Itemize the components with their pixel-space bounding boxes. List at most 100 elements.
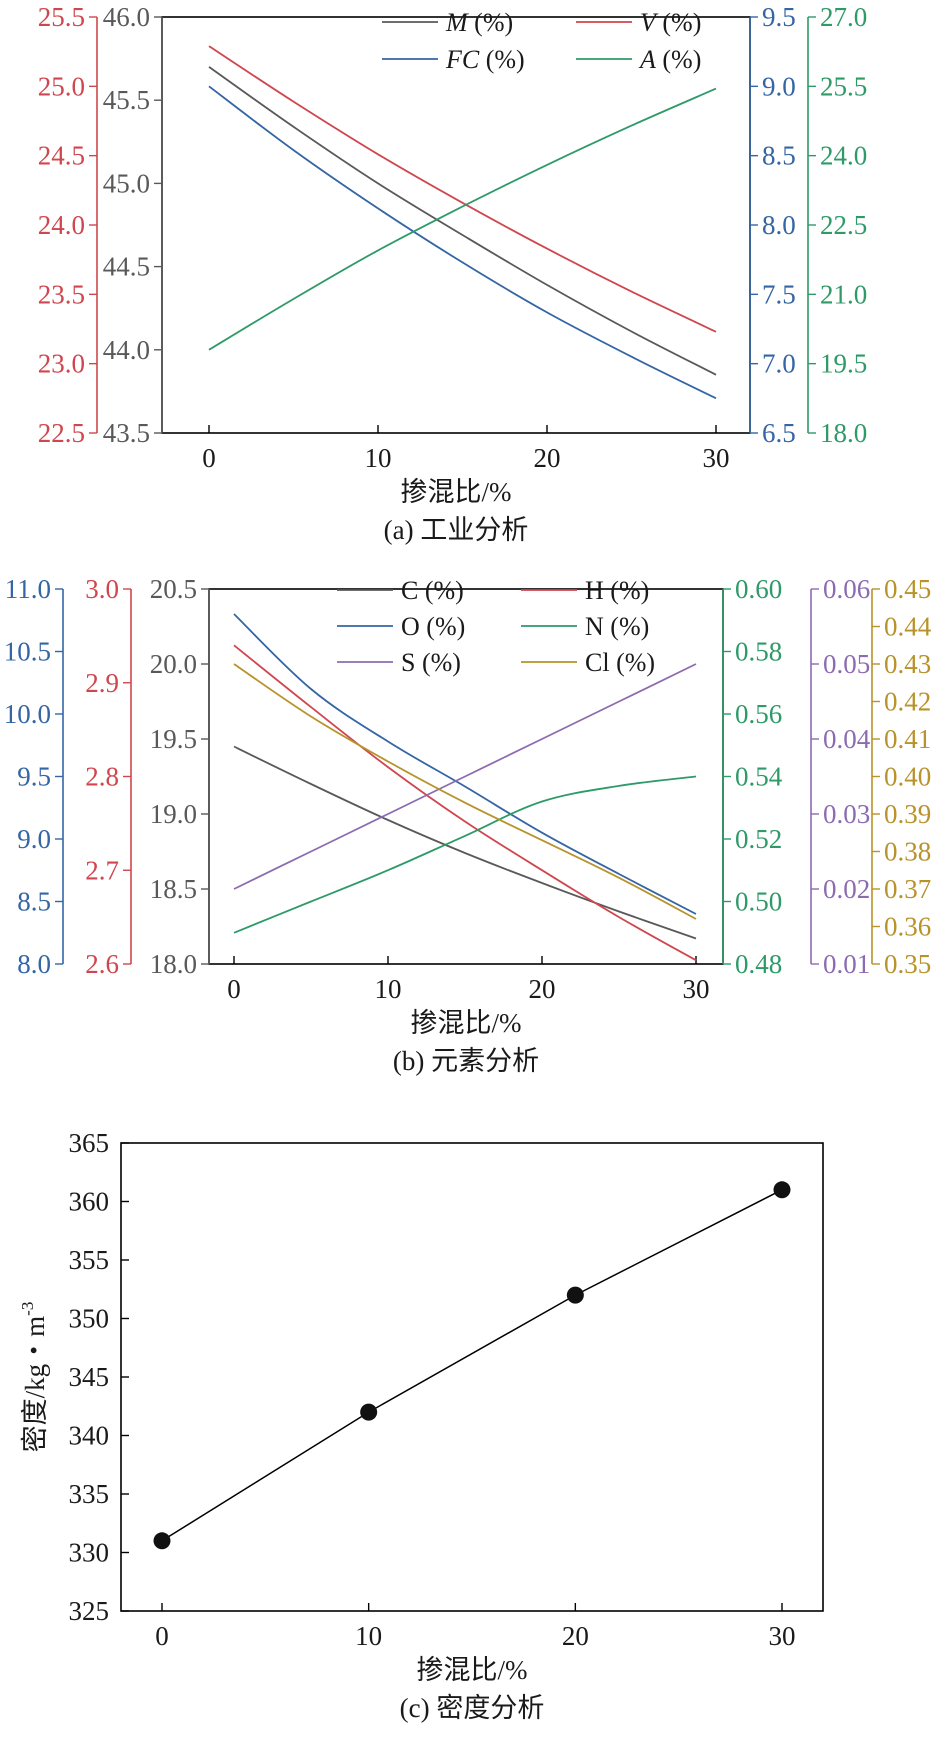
series-line-s xyxy=(233,663,697,890)
y-tick-label-n: 0.60 xyxy=(735,574,782,604)
y-tick-label-a: 22.5 xyxy=(820,210,867,240)
series-line-h xyxy=(233,644,697,962)
y-tick-label-n: 0.48 xyxy=(735,949,782,979)
y-tick-label-v: 23.5 xyxy=(38,279,85,309)
legend-unit: (%) xyxy=(415,648,460,677)
legend-var: H xyxy=(585,576,604,605)
legend-unit: (%) xyxy=(610,648,655,677)
y-tick-label: 365 xyxy=(69,1128,110,1158)
y-tick-label-o: 9.0 xyxy=(17,824,51,854)
legend-unit: (%) xyxy=(656,8,701,37)
y-tick-label-n: 0.52 xyxy=(735,824,782,854)
y-tick-label-o: 11.0 xyxy=(5,574,51,604)
x-tick-label: 30 xyxy=(703,443,730,473)
legend-entry-cl: Cl (%) xyxy=(585,648,655,677)
legend-unit: (%) xyxy=(468,8,513,37)
y-tick-label-a: 25.5 xyxy=(820,71,867,101)
y-tick-label-o: 10.5 xyxy=(4,637,51,667)
legend-unit: (%) xyxy=(479,45,524,74)
x-tick-label: 10 xyxy=(355,1621,382,1651)
panel-caption: (b) 元素分析 xyxy=(393,1046,539,1076)
y-tick-label-o: 9.5 xyxy=(17,762,51,792)
y-tick-label-fc: 7.5 xyxy=(762,279,796,309)
density-point xyxy=(773,1181,791,1199)
series-line-cl xyxy=(233,663,697,920)
legend-var: V xyxy=(640,8,659,37)
legend-var: C xyxy=(401,576,418,605)
legend-var: S xyxy=(401,648,415,677)
y-tick-label-n: 0.58 xyxy=(735,637,782,667)
legend-entry-n: N (%) xyxy=(585,612,649,641)
y-tick-label-s: 0.05 xyxy=(823,649,870,679)
y-tick-label-cl: 0.40 xyxy=(884,762,931,792)
y-tick-label-v: 25.0 xyxy=(38,71,85,101)
series-line-n xyxy=(233,775,697,934)
density-point xyxy=(153,1532,171,1550)
legend-entry-fc: FC (%) xyxy=(445,45,525,74)
x-axis-label: 掺混比/% xyxy=(411,1008,522,1038)
y-tick-label-a: 27.0 xyxy=(820,2,867,32)
series-line-m xyxy=(208,66,717,376)
y-tick-label-a: 21.0 xyxy=(820,279,867,309)
legend-var: O xyxy=(401,612,420,641)
y-tick-label-fc: 9.0 xyxy=(762,71,796,101)
y-tick-label-cl: 0.42 xyxy=(884,687,931,717)
y-tick-label-fc: 8.5 xyxy=(762,141,796,171)
y-tick-label: 355 xyxy=(69,1245,110,1275)
series-line-a xyxy=(208,87,717,351)
x-tick-label: 20 xyxy=(529,974,556,1004)
y-tick-label-fc: 7.0 xyxy=(762,349,796,379)
y-tick-label: 330 xyxy=(69,1538,110,1568)
y-tick-label: 335 xyxy=(69,1479,110,1509)
x-tick-label: 30 xyxy=(683,974,710,1004)
y-tick-label-cl: 0.35 xyxy=(884,949,931,979)
y-tick-label-a: 18.0 xyxy=(820,418,867,448)
legend-entry-v: V (%) xyxy=(640,8,701,37)
series-line-fc xyxy=(208,85,717,400)
y-tick-label-c: 19.0 xyxy=(150,799,197,829)
x-tick-label: 30 xyxy=(769,1621,796,1651)
y-tick-label-m: 44.5 xyxy=(103,252,150,282)
y-tick-label-h: 2.6 xyxy=(85,949,119,979)
y-tick-label-o: 8.0 xyxy=(17,949,51,979)
x-tick-label: 20 xyxy=(562,1621,589,1651)
legend-var: A xyxy=(638,45,656,74)
panel-elemental-analysis: 0 10 20 30 掺混比/% (b) 元素分析 8.0 8.5 9.0 9.5 10.0 10.5… xyxy=(4,574,932,1076)
y-tick-label-h: 2.7 xyxy=(85,855,119,885)
y-tick-label-c: 20.0 xyxy=(150,649,197,679)
panel-caption: (c) 密度分析 xyxy=(400,1693,545,1723)
panel-caption: (a) 工业分析 xyxy=(384,515,529,545)
series-line-v xyxy=(208,45,717,333)
y-tick-label-cl: 0.44 xyxy=(884,612,932,642)
y-tick-label-cl: 0.41 xyxy=(884,724,931,754)
x-tick-label: 20 xyxy=(534,443,561,473)
legend-var: FC xyxy=(445,45,480,74)
x-axis-label: 掺混比/% xyxy=(401,477,512,507)
legend-var: Cl xyxy=(585,648,610,677)
series-line-c xyxy=(233,745,697,940)
x-tick-label: 0 xyxy=(202,443,216,473)
legend-unit: (%) xyxy=(420,612,465,641)
y-tick-label-v: 24.5 xyxy=(38,141,85,171)
legend-entry-m: M (%) xyxy=(445,8,513,37)
y-tick-label-h: 3.0 xyxy=(85,574,119,604)
y-tick-label-fc: 8.0 xyxy=(762,210,796,240)
y-tick-label-m: 44.0 xyxy=(103,335,150,365)
y-tick-label-a: 24.0 xyxy=(820,141,867,171)
y-tick-label-n: 0.54 xyxy=(735,762,783,792)
y-tick-label-cl: 0.36 xyxy=(884,912,931,942)
y-tick-label-n: 0.56 xyxy=(735,699,782,729)
y-tick-label-s: 0.03 xyxy=(823,799,870,829)
legend-entry-o: O (%) xyxy=(401,612,465,641)
y-axis-label-main: 密度/kg・m xyxy=(20,1316,50,1453)
y-tick-label: 350 xyxy=(69,1304,110,1334)
y-tick-label-h: 2.9 xyxy=(85,668,119,698)
x-tick-label: 0 xyxy=(227,974,241,1004)
y-tick-label-cl: 0.45 xyxy=(884,574,931,604)
y-tick-label-s: 0.01 xyxy=(823,949,870,979)
y-tick-label-m: 45.0 xyxy=(103,168,150,198)
y-tick-label: 340 xyxy=(69,1421,110,1451)
y-tick-label-cl: 0.39 xyxy=(884,799,931,829)
series-line-o xyxy=(233,613,697,915)
